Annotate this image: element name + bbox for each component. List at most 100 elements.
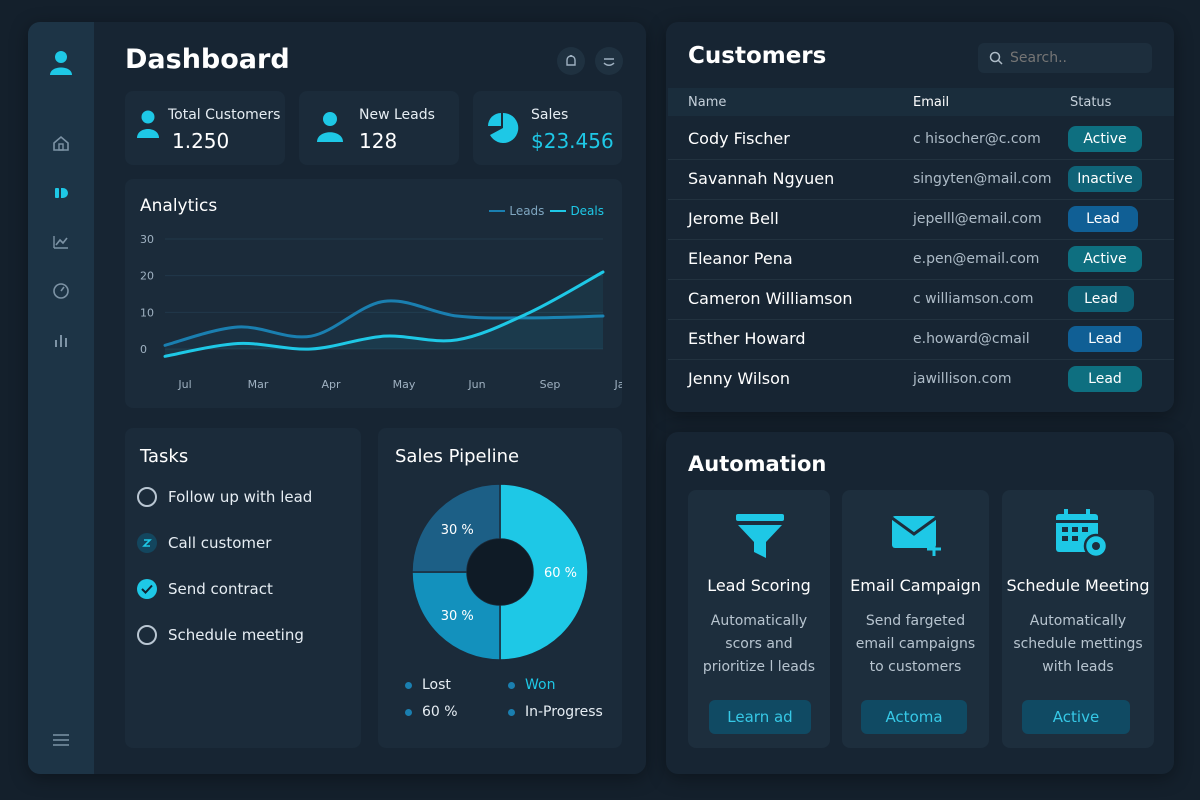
chart-legend: Leads Deals — [489, 204, 604, 218]
task-label: Send contract — [168, 580, 273, 598]
task-item[interactable]: Follow up with lead — [137, 485, 312, 509]
table-row[interactable]: Esther Howard e.howard@cmail Lead — [668, 320, 1174, 360]
stat-label: Total Customers — [168, 107, 281, 123]
y-tick-label: 30 — [140, 233, 154, 246]
y-tick-label: 0 — [140, 343, 147, 356]
pie-icon — [487, 112, 519, 148]
sidebar — [28, 22, 94, 774]
customer-email: jawillison.com — [913, 371, 1012, 387]
table-row[interactable]: Cameron Williamson c williamson.com Lead — [668, 280, 1174, 320]
calendar-icon — [1054, 508, 1110, 564]
customer-name: Eleanor Pena — [688, 249, 793, 268]
customer-name: Jerome Bell — [688, 209, 779, 228]
analytics-icon[interactable] — [49, 230, 73, 254]
analytics-card: Analytics Leads Deals 30 20 10 0 Jul Mar Apr Ma… — [125, 179, 622, 408]
automation-card-title: Email Campaign — [850, 576, 981, 595]
automation-card-lead-scoring[interactable]: Lead Scoring Automatically scors and pri… — [688, 490, 830, 748]
task-item[interactable]: Send contract — [137, 577, 273, 601]
legend-leads: Leads — [509, 204, 545, 218]
series-area-deals — [165, 272, 603, 357]
customer-email: jepelll@email.com — [913, 211, 1042, 227]
automation-card-title: Schedule Meeting — [1006, 576, 1150, 595]
learn-more-button[interactable]: Learn ad — [709, 700, 811, 734]
column-email: Email — [913, 95, 950, 110]
in-progress-icon[interactable] — [137, 533, 157, 553]
menu-icon[interactable] — [49, 728, 73, 752]
bar-chart-icon[interactable] — [49, 328, 73, 352]
automation-card-desc: Automatically scors and prioritize l lea… — [702, 613, 816, 675]
stat-value: 1.250 — [172, 129, 230, 153]
x-tick-label: Jul — [177, 378, 191, 391]
user-icon — [316, 111, 344, 147]
task-item[interactable]: Call customer — [137, 531, 271, 555]
bell-icon[interactable] — [557, 47, 585, 75]
status-badge[interactable]: Active — [1068, 126, 1142, 152]
pie-slice-label: 60 % — [544, 566, 577, 581]
home-icon[interactable] — [49, 131, 73, 155]
task-checkbox[interactable] — [137, 487, 157, 507]
funnel-icon — [736, 514, 784, 564]
legend-in-progress: In-Progress — [508, 704, 603, 720]
task-label: Follow up with lead — [168, 488, 313, 506]
stat-value: 128 — [359, 129, 398, 153]
tasks-title: Tasks — [140, 446, 189, 467]
search-input[interactable] — [1010, 48, 1146, 68]
status-badge[interactable]: Lead — [1068, 366, 1142, 392]
x-tick-label: Jun — [467, 378, 485, 391]
status-badge[interactable]: Lead — [1068, 286, 1134, 312]
search-box[interactable] — [978, 43, 1152, 73]
customer-name: Jenny Wilson — [688, 369, 791, 388]
table-row[interactable]: Jerome Bell jepelll@email.com Lead — [668, 200, 1174, 240]
legend-deals: Deals — [570, 204, 604, 218]
automation-card-desc: Automatically schedule mettings with lea… — [1013, 613, 1143, 675]
stat-card-new-leads: New Leads 128 — [299, 91, 459, 165]
gauge-icon[interactable] — [49, 279, 73, 303]
x-tick-label: Mar — [248, 378, 269, 391]
status-badge[interactable]: Lead — [1068, 326, 1142, 352]
customer-email: e.pen@email.com — [913, 251, 1040, 267]
user-icon[interactable] — [48, 49, 74, 77]
pie-slice-label: 30 % — [441, 523, 474, 538]
status-badge[interactable]: Active — [1068, 246, 1142, 272]
active-button[interactable]: Active — [1022, 700, 1130, 734]
automation-card-email-campaign[interactable]: Email Campaign Send fargeted email campa… — [842, 490, 989, 748]
checkmark-icon[interactable] — [137, 579, 157, 599]
stat-card-sales: Sales $23.456 — [473, 91, 622, 165]
task-checkbox[interactable] — [137, 625, 157, 645]
mail-plus-icon — [890, 514, 948, 562]
table-row[interactable]: Eleanor Pena e.pen@email.com Active — [668, 240, 1174, 280]
customer-name: Esther Howard — [688, 329, 806, 348]
x-tick-label: Sep — [540, 378, 561, 391]
pipeline-donut-chart: 60 % 30 % 30 % — [411, 483, 589, 661]
tasks-card: Tasks — [125, 428, 361, 748]
task-label: Call customer — [168, 534, 272, 552]
x-tick-label: Apr — [321, 378, 341, 391]
status-badge[interactable]: Lead — [1068, 206, 1138, 232]
automation-card-title: Lead Scoring — [707, 576, 811, 595]
automation-button[interactable]: Actoma — [861, 700, 967, 734]
customer-email: c hisocher@c.com — [913, 131, 1041, 147]
refresh-icon[interactable] — [595, 47, 623, 75]
automation-title: Automation — [688, 452, 827, 476]
customer-name: Cody Fischer — [688, 129, 790, 148]
table-row[interactable]: Cody Fischer c hisocher@c.com Active — [668, 120, 1174, 160]
search-icon — [989, 51, 1003, 65]
status-badge[interactable]: Inactive — [1068, 166, 1142, 192]
dashboard-icon[interactable] — [49, 181, 73, 205]
table-row[interactable]: Savannah Ngyuen singyten@mail.com Inacti… — [668, 160, 1174, 200]
user-icon — [136, 109, 160, 143]
customer-email: c williamson.com — [913, 291, 1034, 307]
customer-email: e.howard@cmail — [913, 331, 1030, 347]
task-item[interactable]: Schedule meeting — [137, 623, 304, 647]
stat-label: New Leads — [359, 107, 435, 123]
automation-card-desc: Send fargeted email campaigns to custome… — [855, 613, 976, 675]
table-row[interactable]: Jenny Wilson jawillison.com Lead — [668, 360, 1174, 400]
legend-lost: Lost — [405, 677, 451, 693]
automation-card-schedule-meeting[interactable]: Schedule Meeting Automatically schedule … — [1002, 490, 1154, 748]
customer-name: Cameron Williamson — [688, 289, 853, 308]
y-tick-label: 20 — [140, 270, 154, 283]
x-tick-label: Jan — [614, 378, 622, 391]
pipeline-title: Sales Pipeline — [395, 446, 520, 467]
analytics-chart: 30 20 10 0 Jul Mar Apr May Jun Sep Jan — [140, 233, 622, 391]
customers-title: Customers — [688, 43, 827, 69]
